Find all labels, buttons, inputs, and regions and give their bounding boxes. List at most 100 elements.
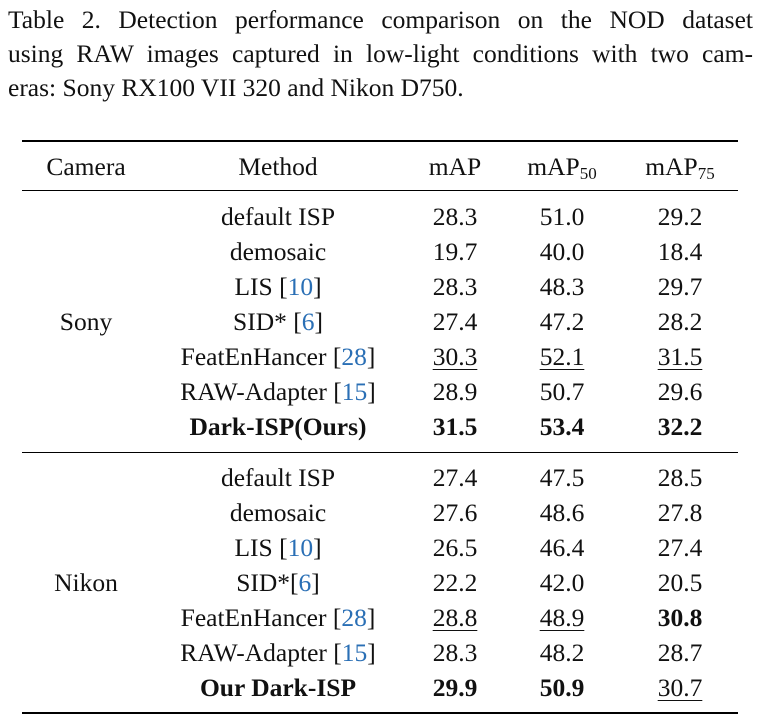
method-name: default ISP [220,463,336,492]
value-map75: 29.7 [657,272,703,301]
table-caption: Table 2. Detection performance compariso… [8,3,753,105]
value-map75: 27.8 [657,498,703,527]
header-map75: mAP75 [645,152,714,182]
value-map75: 18.4 [657,237,703,266]
value-map50: 40.0 [539,237,585,266]
method-name: default ISP [220,202,336,231]
value-map: 28.9 [432,377,478,406]
header-map50-base: mAP [527,152,580,181]
method-name: demosaic [229,237,327,266]
value-map: 30.3 [432,342,478,371]
citation-close: ] [367,377,376,406]
value-map50: 46.4 [539,533,585,562]
method-name: RAW-Adapter [ [180,377,342,406]
value-map75: 28.5 [657,463,703,492]
caption-line-1: Table 2. Detection performance compariso… [8,5,753,34]
method-name: LIS [ [234,533,288,562]
group-separator-rule [22,452,738,453]
method-cell: RAW-Adapter [15] [180,638,376,668]
value-map: 28.3 [432,638,478,667]
header-map75-sub: 75 [697,164,715,183]
value-map75: 27.4 [657,533,703,562]
value-map50: 53.4 [539,412,585,441]
value-map: 27.4 [432,307,478,336]
value-map: 31.5 [432,412,478,441]
value-map50: 47.5 [539,463,585,492]
method-name: SID*[ [236,568,299,597]
value-map50: 48.6 [539,498,585,527]
value-map50: 48.3 [539,272,585,301]
method-cell: FeatEnHancer [28] [181,603,376,633]
citation-ref: 10 [287,272,314,301]
value-map75: 30.7 [657,673,703,702]
bottom-rule [22,712,738,714]
header-method: Method [238,152,318,181]
value-map50: 47.2 [539,307,585,336]
method-name: LIS [ [234,272,288,301]
citation-ref: 10 [287,533,314,562]
value-map50: 50.7 [539,377,585,406]
header-map75-base: mAP [645,152,698,181]
value-map75: 29.6 [657,377,703,406]
method-name: SID* [ [233,307,302,336]
value-map50: 42.0 [539,568,585,597]
value-map: 28.3 [432,202,478,231]
value-map75: 32.2 [657,412,703,441]
method-cell: LIS [10] [234,272,321,302]
citation-ref: 28 [341,603,367,632]
citation-close: ] [313,533,322,562]
value-map: 27.6 [432,498,478,527]
caption-line-3: eras: Sony RX100 VII 320 and Nikon D750. [8,73,464,102]
value-map: 22.2 [432,568,478,597]
method-cell: SID*[6] [236,568,320,598]
header-map50: mAP50 [527,152,596,182]
method-cell: Our Dark-ISP [200,673,356,703]
value-map75: 30.8 [657,603,703,632]
method-cell: Dark-ISP(Ours) [189,412,366,442]
value-map50: 48.9 [539,603,585,632]
camera-label-nikon: Nikon [54,568,118,597]
citation-ref: 6 [301,307,315,336]
method-name: FeatEnHancer [ [180,342,342,371]
value-map75: 31.5 [657,342,703,371]
citation-close: ] [366,603,376,632]
method-cell: demosaic [230,498,326,528]
citation-ref: 15 [341,377,368,406]
method-name: demosaic [229,498,327,527]
value-map: 19.7 [432,237,478,266]
value-map50: 52.1 [539,342,585,371]
top-rule [22,140,738,142]
value-map50: 51.0 [539,202,585,231]
header-map50-sub: 50 [579,164,597,183]
value-map50: 48.2 [539,638,585,667]
method-cell: default ISP [221,202,335,232]
camera-label-sony: Sony [59,307,113,336]
citation-ref: 6 [298,568,312,597]
header-camera: Camera [46,152,126,181]
value-map75: 28.7 [657,638,703,667]
method-cell: default ISP [221,463,335,493]
value-map50: 50.9 [539,673,585,702]
method-name: Our Dark-ISP [199,673,357,702]
method-name: Dark-ISP(Ours) [189,412,367,441]
method-cell: SID* [6] [233,307,323,337]
value-map75: 28.2 [657,307,703,336]
citation-close: ] [367,638,376,667]
header-map: mAP [428,152,482,181]
caption-line-2: using RAW images captured in low-light c… [8,39,753,68]
value-map75: 29.2 [657,202,703,231]
citation-close: ] [311,568,320,597]
value-map75: 20.5 [657,568,703,597]
value-map: 28.8 [432,603,478,632]
method-name: FeatEnHancer [ [180,603,342,632]
citation-close: ] [313,272,322,301]
citation-ref: 28 [341,342,367,371]
value-map: 28.3 [432,272,478,301]
header-rule [22,190,738,191]
citation-ref: 15 [341,638,368,667]
method-name: RAW-Adapter [ [180,638,342,667]
method-cell: demosaic [230,237,326,267]
value-map: 29.9 [432,673,478,702]
value-map: 26.5 [432,533,478,562]
value-map: 27.4 [432,463,478,492]
